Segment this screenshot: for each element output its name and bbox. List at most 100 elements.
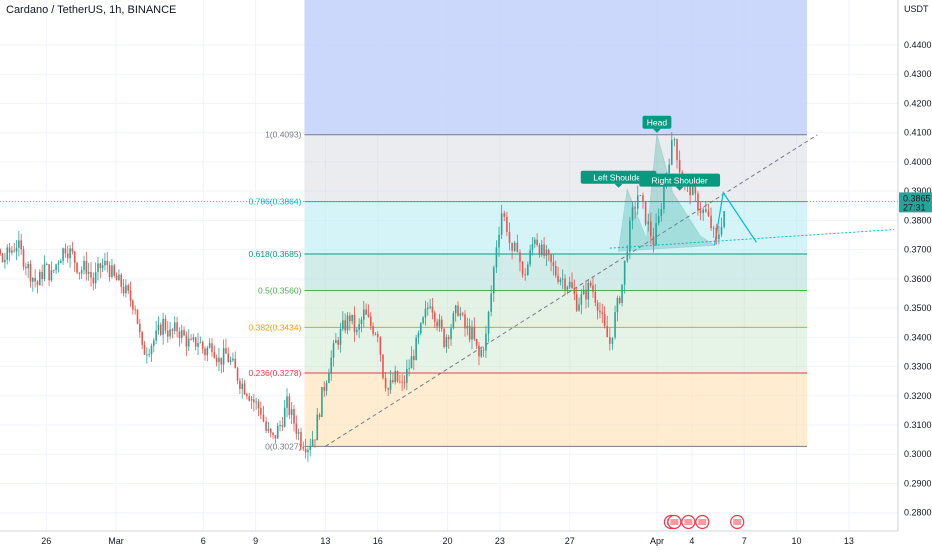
price-tick-label: 0.3300 xyxy=(904,362,932,372)
price-tick-label: 0.4400 xyxy=(904,40,932,50)
candle-body xyxy=(194,337,197,347)
price-tick-label: 0.3100 xyxy=(904,420,932,430)
candle-body xyxy=(125,285,127,294)
candle-body xyxy=(431,306,434,313)
candle-body xyxy=(426,307,429,309)
candle-body xyxy=(367,314,370,317)
candle-body xyxy=(302,446,305,449)
candle-body xyxy=(255,401,257,403)
candle-body xyxy=(384,378,387,389)
time-tick-label: 4 xyxy=(689,536,694,546)
event-flag-icon xyxy=(670,519,679,525)
candle-body xyxy=(452,313,455,329)
candle-body xyxy=(712,227,715,229)
last-price-tag xyxy=(899,192,932,213)
candle-body xyxy=(468,325,471,340)
candle-body xyxy=(376,334,379,338)
candle-body xyxy=(433,312,436,322)
candle-body xyxy=(171,329,174,331)
candle-body xyxy=(450,328,452,340)
pattern-label-pointer xyxy=(614,183,623,188)
candle-body xyxy=(360,319,363,324)
candle-body xyxy=(173,322,176,331)
pattern-label-pointer xyxy=(652,128,661,133)
candle-body xyxy=(506,216,508,232)
candle-body xyxy=(295,423,298,434)
candle-body xyxy=(99,263,102,269)
candle-body xyxy=(657,216,660,224)
candle-body xyxy=(218,357,220,363)
time-tick-label: 7 xyxy=(742,536,747,546)
pattern-drawings xyxy=(325,134,895,447)
candle-body xyxy=(129,290,132,301)
fib-zone xyxy=(304,290,808,328)
price-tick-label: 0.4200 xyxy=(904,98,932,108)
candle-body xyxy=(464,314,466,329)
candle-body xyxy=(636,195,639,209)
fibonacci-levels: 1(0.4093) 0.786(0.3864) 0.618(0.3685) 0.5(0… xyxy=(249,130,808,451)
candle-body xyxy=(337,340,339,345)
candle-body xyxy=(201,342,204,349)
candle-body xyxy=(213,351,216,358)
candle-body xyxy=(211,343,213,352)
candle-body xyxy=(524,274,527,276)
candle-body xyxy=(297,432,300,434)
candle-body xyxy=(148,354,150,356)
candle-body xyxy=(166,330,169,337)
candle-body xyxy=(307,449,309,453)
candle-body xyxy=(536,239,538,246)
candle-body xyxy=(250,399,253,401)
candle-body xyxy=(146,354,148,356)
candle-body xyxy=(571,281,573,289)
candle-body xyxy=(69,248,71,259)
candle-body xyxy=(241,383,244,389)
candle-body xyxy=(399,381,401,383)
time-tick-label: Apr xyxy=(650,536,664,546)
price-tick-label: 0.4000 xyxy=(904,157,932,167)
candle-body xyxy=(508,231,511,243)
candle-body xyxy=(618,298,621,303)
candle-body xyxy=(59,260,62,264)
candle-body xyxy=(309,446,312,450)
candle-body xyxy=(564,278,566,290)
candle-body xyxy=(185,335,188,347)
candle-body xyxy=(314,439,316,441)
candle-body xyxy=(20,240,22,250)
candle-body xyxy=(222,348,225,365)
candle-body xyxy=(208,343,211,348)
candle-body xyxy=(511,242,513,251)
candle-body xyxy=(11,250,13,253)
candle-body xyxy=(702,209,704,213)
fib-zone xyxy=(304,372,808,447)
candle-body xyxy=(631,207,634,221)
candle-body xyxy=(236,368,239,381)
candle-body xyxy=(115,275,118,281)
candle-body xyxy=(443,328,445,347)
candle-body xyxy=(272,432,274,436)
candle-body xyxy=(566,287,569,290)
candle-body xyxy=(6,247,9,260)
candle-body xyxy=(113,265,116,276)
candle-body xyxy=(106,260,109,266)
candle-body xyxy=(265,421,267,431)
candle-body xyxy=(141,332,143,345)
candle-body xyxy=(356,329,358,332)
candle-body xyxy=(358,323,360,330)
candle-body xyxy=(122,286,125,294)
candle-body xyxy=(606,326,609,338)
candle-body xyxy=(516,242,519,253)
candle-body xyxy=(629,220,631,252)
candle-body xyxy=(466,325,469,329)
candle-body xyxy=(670,140,673,165)
candle-body xyxy=(335,340,337,344)
pattern-label-text: Left Shoulder xyxy=(593,173,644,183)
candle-body xyxy=(351,314,353,322)
candle-body xyxy=(500,213,503,235)
candle-body xyxy=(485,333,487,351)
event-markers[interactable] xyxy=(663,514,745,530)
ascending-trendline xyxy=(325,134,818,447)
candle-body xyxy=(596,302,599,311)
candle-body xyxy=(589,282,592,286)
